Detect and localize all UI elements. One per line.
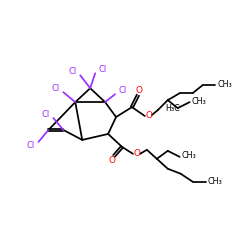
Text: CH₃: CH₃	[217, 80, 232, 89]
Text: Cl: Cl	[68, 67, 76, 76]
Text: Cl: Cl	[26, 142, 35, 150]
Text: O: O	[136, 86, 142, 95]
Text: Cl: Cl	[119, 86, 127, 95]
Text: CH₃: CH₃	[181, 151, 196, 160]
Text: Cl: Cl	[99, 65, 107, 74]
Text: O: O	[134, 149, 140, 158]
Text: CH₃: CH₃	[191, 97, 206, 106]
Text: O: O	[108, 156, 116, 165]
Text: Cl: Cl	[51, 84, 60, 93]
Text: H₃C: H₃C	[165, 104, 180, 112]
Text: CH₃: CH₃	[207, 177, 222, 186]
Text: O: O	[145, 110, 152, 120]
Text: Cl: Cl	[41, 110, 50, 118]
